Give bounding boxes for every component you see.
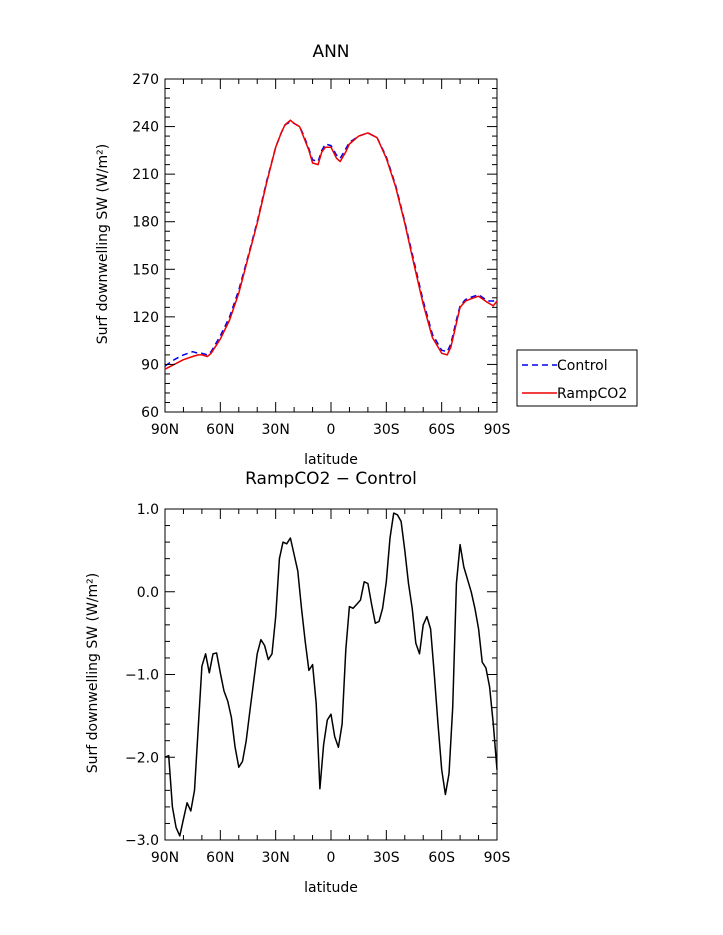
x-tick-label: 30S bbox=[373, 850, 400, 866]
y-tick-label: 120 bbox=[132, 310, 159, 326]
x-tick-label: 30N bbox=[262, 850, 290, 866]
x-tick-label: 90S bbox=[484, 422, 511, 438]
tick-group: 60 90 120 150 180 210 240 270 90N 60N 30N 0 30S 60S 90… bbox=[132, 72, 510, 438]
series-line-difference bbox=[164, 512, 498, 837]
y-tick-label: 210 bbox=[132, 167, 159, 183]
plot-frame bbox=[164, 78, 498, 413]
tick-group: −3.0 −2.0 −1.0 0.0 1.0 90N 60N 30N 0 30S 60S 90S bbox=[125, 502, 510, 866]
x-tick-label: 60N bbox=[206, 850, 234, 866]
chart-title: ANN bbox=[312, 42, 349, 62]
y-tick-label: 90 bbox=[141, 357, 159, 373]
chart-title: RampCO2 − Control bbox=[245, 469, 417, 489]
x-tick-label: 60S bbox=[428, 422, 455, 438]
legend: Control RampCO2 bbox=[516, 349, 638, 407]
y-tick-label: −2.0 bbox=[125, 750, 159, 766]
y-axis-label: Surf downwelling SW (W/m²) bbox=[85, 573, 101, 774]
legend-label-rampco2: RampCO2 bbox=[557, 386, 627, 402]
y-tick-label: −1.0 bbox=[125, 668, 159, 684]
x-axis-label: latitude bbox=[304, 880, 358, 896]
y-tick-label: 60 bbox=[141, 405, 159, 421]
x-tick-label: 30S bbox=[373, 422, 400, 438]
x-tick-label: 0 bbox=[327, 850, 336, 866]
x-tick-label: 60S bbox=[428, 850, 455, 866]
y-tick-label: 1.0 bbox=[137, 502, 159, 518]
plot-frame bbox=[164, 508, 498, 841]
y-tick-label: 270 bbox=[132, 72, 159, 88]
y-tick-label: 180 bbox=[132, 215, 159, 231]
y-tick-label: 240 bbox=[132, 120, 159, 136]
y-tick-label: −3.0 bbox=[125, 833, 159, 849]
y-axis-label: Surf downwelling SW (W/m²) bbox=[95, 144, 111, 345]
plot-border bbox=[164, 78, 498, 413]
x-axis-label: latitude bbox=[304, 452, 358, 468]
x-tick-label: 60N bbox=[206, 422, 234, 438]
legend-box bbox=[516, 349, 638, 407]
x-tick-label: 30N bbox=[262, 422, 290, 438]
series-line-control bbox=[164, 121, 498, 367]
plot-border bbox=[164, 508, 498, 841]
y-tick-label: 0.0 bbox=[137, 585, 159, 601]
legend-label-control: Control bbox=[557, 358, 608, 374]
y-tick-label: 150 bbox=[132, 262, 159, 278]
x-tick-label: 90S bbox=[484, 850, 511, 866]
x-tick-label: 90N bbox=[151, 422, 179, 438]
chart-bottom-difference: RampCO2 − Control −3.0 −2.0 −1.0 0.0 1.0 90N 6… bbox=[85, 469, 510, 896]
series-line-rampco2 bbox=[164, 119, 498, 370]
series-group bbox=[164, 119, 498, 370]
x-tick-label: 90N bbox=[151, 850, 179, 866]
x-tick-label: 0 bbox=[327, 422, 336, 438]
series-group bbox=[164, 512, 498, 837]
